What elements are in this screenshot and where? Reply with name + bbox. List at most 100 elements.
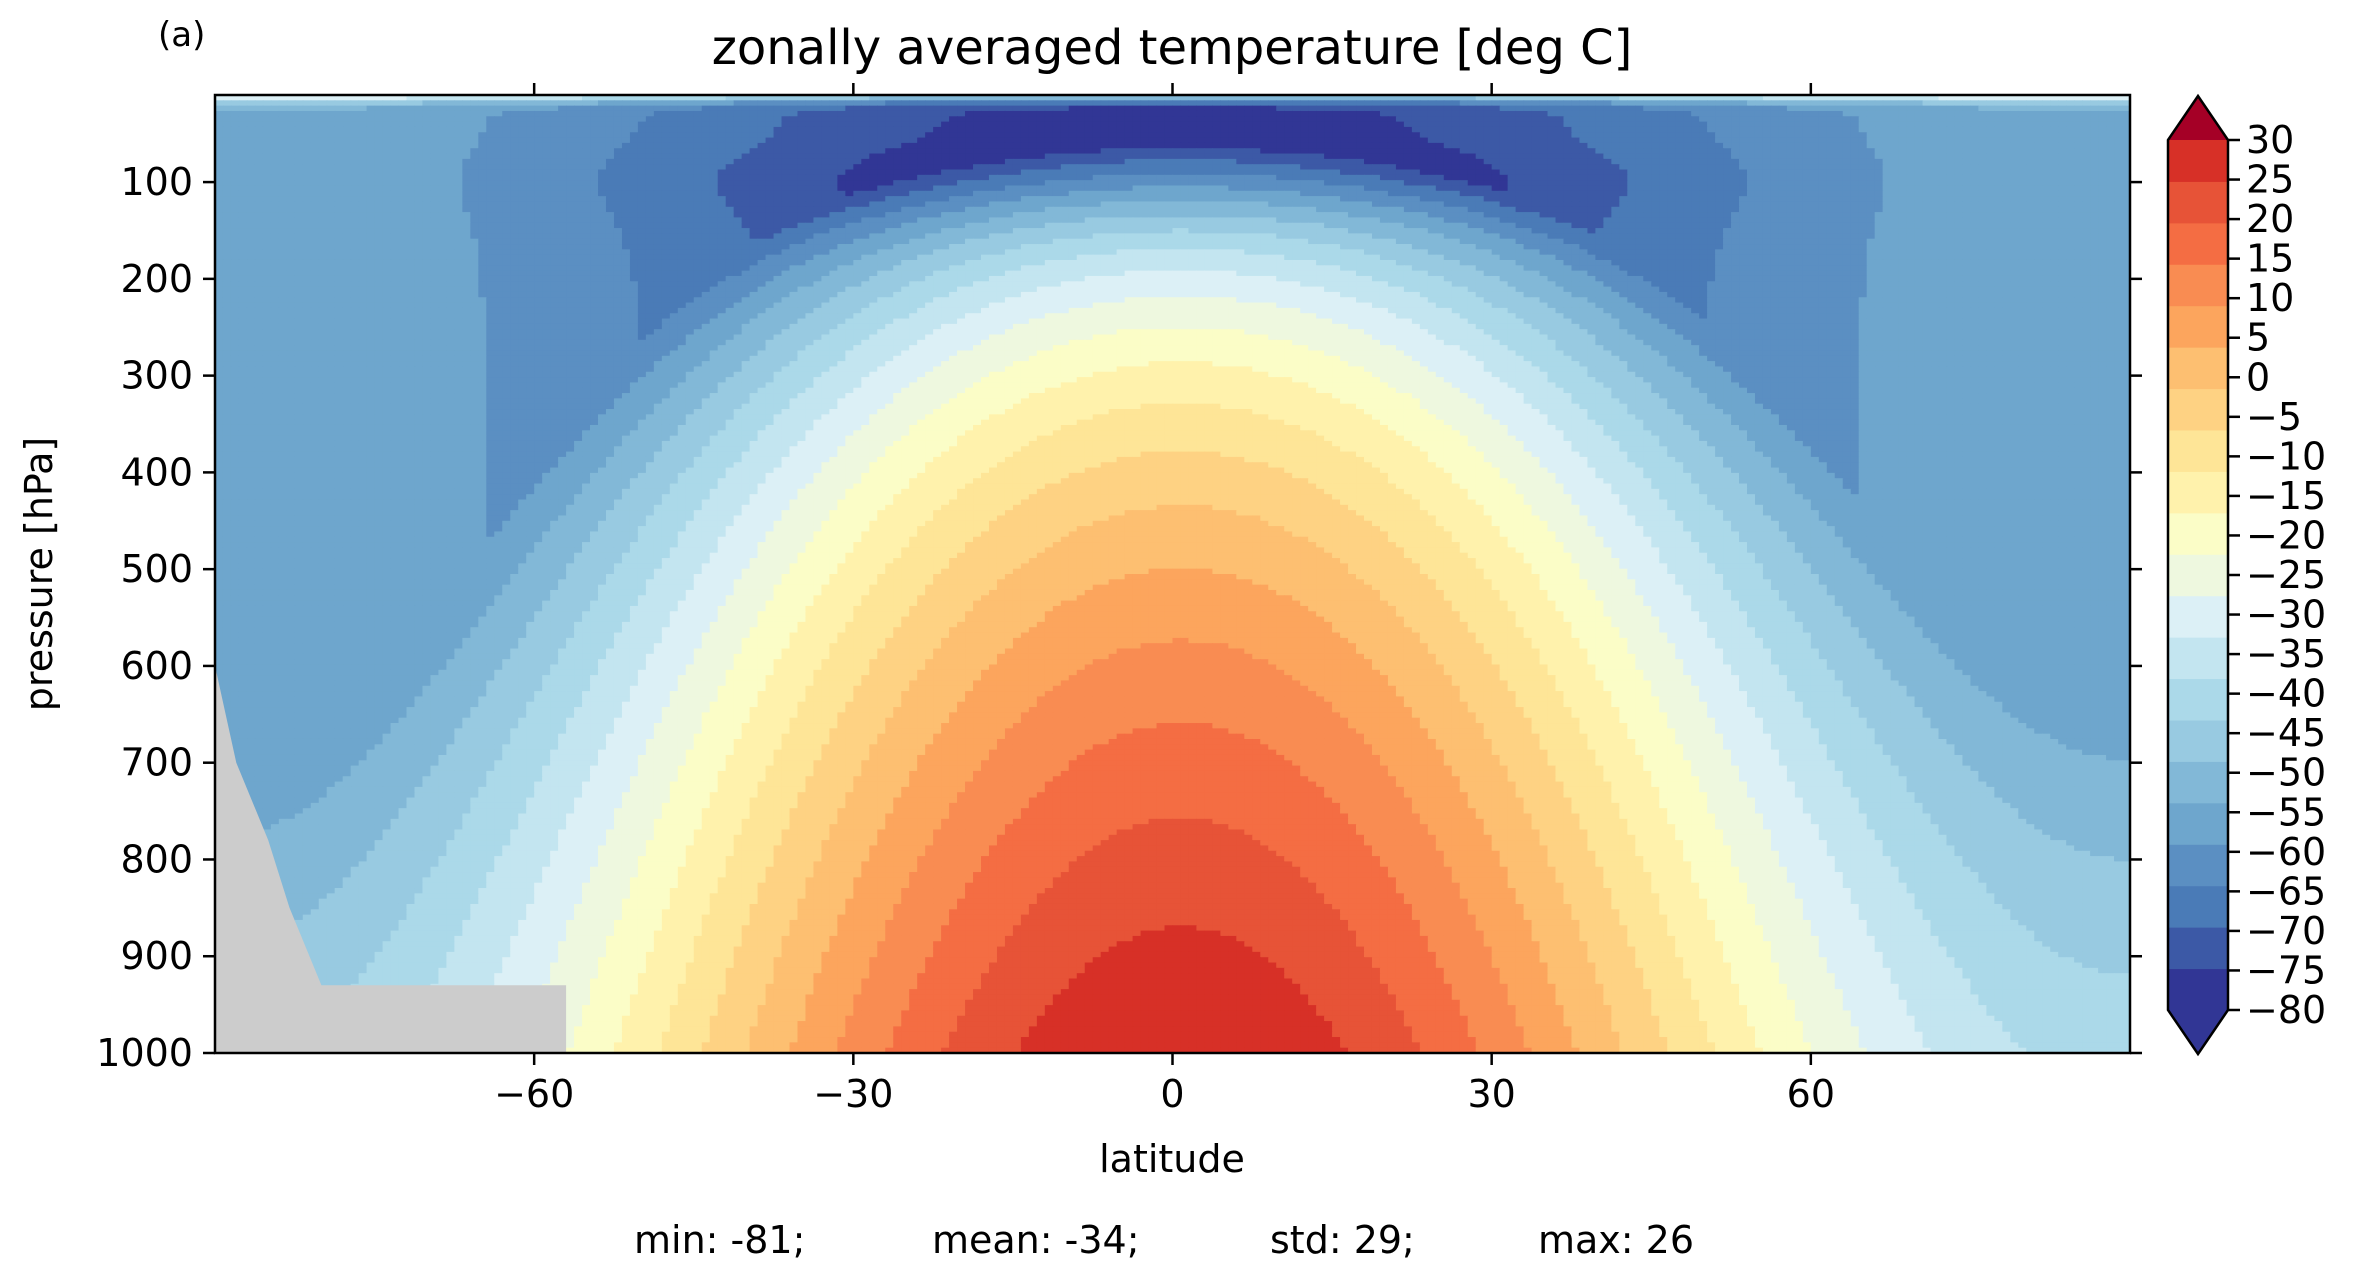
- contour-cell: [1500, 138, 1509, 144]
- contour-cell: [1579, 122, 1588, 128]
- contour-cell: [949, 127, 958, 133]
- contour-cell: [1069, 170, 1078, 176]
- contour-cell: [1787, 148, 1796, 154]
- contour-cell: [901, 127, 910, 133]
- contour-cell: [630, 100, 639, 106]
- contour-cell: [566, 100, 575, 106]
- contour-cell: [917, 111, 926, 117]
- contour-cell: [1931, 122, 1940, 128]
- contour-cell: [813, 106, 822, 112]
- contour-cell: [1970, 111, 1979, 117]
- contour-cell: [1228, 159, 1237, 165]
- contour-cell: [1037, 132, 1046, 138]
- contour-cell: [949, 154, 958, 160]
- contour-cell: [438, 138, 447, 144]
- contour-cell: [933, 116, 942, 122]
- contour-cell: [1117, 100, 1126, 106]
- contour-cell: [662, 127, 671, 133]
- contour-cell: [1420, 116, 1429, 122]
- contour-cell: [662, 159, 671, 165]
- contour-cell: [438, 100, 447, 106]
- contour-cell: [582, 170, 591, 176]
- contour-cell: [287, 106, 296, 112]
- contour-cell: [367, 116, 376, 122]
- contour-cell: [1356, 122, 1365, 128]
- contour-cell: [1380, 100, 1389, 106]
- contour-cell: [1946, 154, 1955, 160]
- contour-cell: [1236, 138, 1245, 144]
- contour-cell: [1029, 164, 1038, 170]
- contour-cell: [1173, 127, 1182, 133]
- contour-cell: [518, 164, 527, 170]
- contour-cell: [271, 132, 280, 138]
- contour-cell: [255, 132, 264, 138]
- contour-cell: [758, 138, 767, 144]
- contour-cell: [438, 127, 447, 133]
- contour-cell: [925, 159, 934, 165]
- contour-cell: [1603, 100, 1612, 106]
- contour-cell: [782, 154, 791, 160]
- contour-cell: [1556, 100, 1565, 106]
- contour-cell: [1101, 170, 1110, 176]
- contour-cell: [1675, 159, 1684, 165]
- contour-cell: [1867, 127, 1876, 133]
- contour-cell: [2090, 143, 2099, 149]
- contour-cell: [1771, 154, 1780, 160]
- contour-cell: [1787, 159, 1796, 165]
- contour-cell: [1891, 138, 1900, 144]
- contour-cell: [1428, 170, 1437, 176]
- contour-cell: [1811, 143, 1820, 149]
- contour-cell: [1779, 127, 1788, 133]
- contour-cell: [1356, 159, 1365, 165]
- contour-cell: [2090, 116, 2099, 122]
- contour-cell: [845, 138, 854, 144]
- contour-cell: [1867, 164, 1876, 170]
- contour-cell: [718, 170, 727, 176]
- contour-cell: [1715, 111, 1724, 117]
- contour-cell: [574, 154, 583, 160]
- contour-cell: [1715, 148, 1724, 154]
- contour-cell: [526, 159, 535, 165]
- contour-cell: [1452, 106, 1461, 112]
- contour-cell: [702, 164, 711, 170]
- contour-cell: [790, 159, 799, 165]
- contour-cell: [742, 127, 751, 133]
- contour-cell: [1763, 164, 1772, 170]
- contour-cell: [1803, 127, 1812, 133]
- contour-cell: [2074, 170, 2083, 176]
- contour-cell: [1571, 148, 1580, 154]
- contour-cell: [470, 106, 479, 112]
- contour-cell: [478, 138, 487, 144]
- contour-cell: [1556, 127, 1565, 133]
- contour-cell: [1931, 138, 1940, 144]
- contour-cell: [1220, 148, 1229, 154]
- contour-cell: [295, 100, 304, 106]
- contour-cell: [1994, 111, 2003, 117]
- contour-cell: [1308, 106, 1317, 112]
- contour-cell: [686, 159, 695, 165]
- contour-cell: [422, 154, 431, 160]
- contour-cell: [574, 143, 583, 149]
- contour-cell: [1069, 164, 1078, 170]
- contour-cell: [1508, 122, 1517, 128]
- contour-cell: [518, 138, 527, 144]
- contour-cell: [630, 132, 639, 138]
- contour-cell: [1356, 100, 1365, 106]
- contour-cell: [1228, 106, 1237, 112]
- contour-cell: [1117, 164, 1126, 170]
- contour-cell: [662, 106, 671, 112]
- contour-cell: [1109, 127, 1118, 133]
- contour-cell: [1659, 170, 1668, 176]
- contour-cell: [510, 159, 519, 165]
- contour-cell: [1412, 164, 1421, 170]
- contour-cell: [1268, 148, 1277, 154]
- contour-cell: [478, 143, 487, 149]
- contour-cell: [1157, 159, 1166, 165]
- contour-cell: [614, 111, 623, 117]
- contour-cell: [1149, 106, 1158, 112]
- contour-cell: [1364, 100, 1373, 106]
- contour-cell: [2074, 127, 2083, 133]
- contour-cell: [758, 122, 767, 128]
- contour-cell: [1875, 154, 1884, 160]
- contour-cell: [1571, 164, 1580, 170]
